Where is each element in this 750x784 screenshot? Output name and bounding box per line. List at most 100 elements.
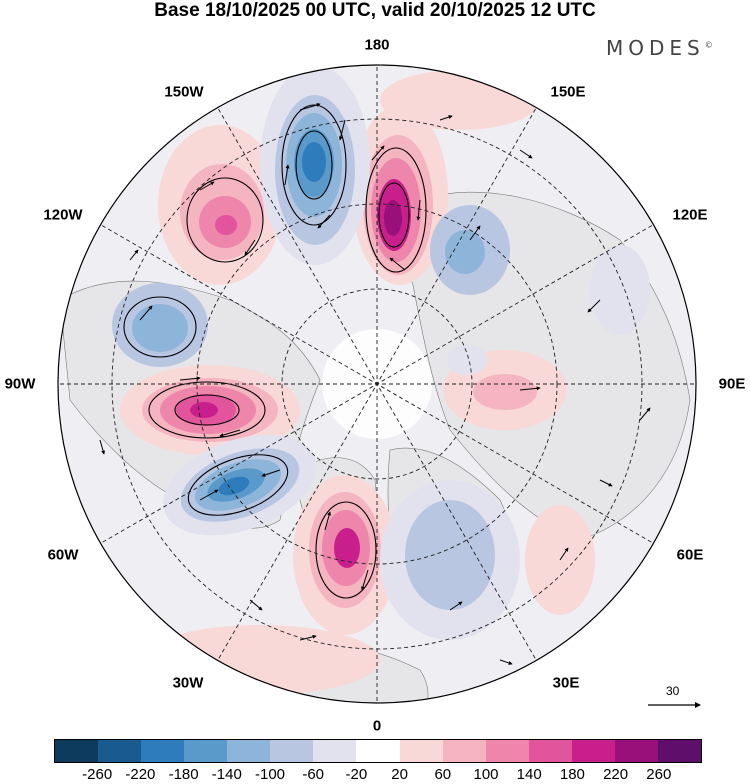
colorbar-segment [270, 740, 314, 762]
wind-arrow [599, 479, 613, 487]
wind-arrow [317, 214, 331, 229]
wind-arrow [338, 119, 346, 141]
wind-arrow [361, 569, 369, 591]
meridian [95, 221, 659, 547]
colorbar-tick-label: -220 [125, 766, 156, 783]
colorbar [54, 739, 702, 763]
colorbar-segment [356, 740, 400, 762]
contour-line [174, 394, 240, 426]
wind-arrow [587, 299, 601, 313]
wind-arrow [244, 239, 256, 256]
contour-line [295, 130, 333, 200]
anomaly-ring [380, 70, 540, 130]
contour-line [186, 177, 264, 263]
colorbar-tick-label: 220 [603, 766, 629, 783]
longitude-label-150w: 150W [164, 83, 204, 101]
anomaly-ring [215, 215, 237, 235]
colorbar-segment [98, 740, 142, 762]
colorbar-segment [657, 740, 701, 762]
longitude-label-180: 180 [364, 36, 390, 54]
colorbar-tick-label: 60 [434, 766, 452, 783]
longitude-label-90e: 90E [718, 375, 746, 393]
wind-arrow [261, 469, 281, 477]
wind-arrow [249, 599, 263, 611]
wind-arrow [519, 386, 541, 391]
negative-anomalies [112, 65, 650, 640]
longitude-label-120e: 120E [672, 206, 708, 224]
wind-arrow [99, 439, 106, 455]
colorbar-tick-label: -260 [82, 766, 113, 783]
anomaly-ring [473, 374, 537, 410]
wind-arrow [499, 659, 513, 665]
wind-arrow [139, 305, 153, 321]
anomaly-ring [334, 528, 360, 568]
colorbar-segment [227, 740, 271, 762]
anomaly-ring [384, 200, 402, 236]
colorbar-segment [442, 740, 486, 762]
anomaly-ring [190, 402, 218, 418]
wind-arrow [284, 164, 290, 186]
colorbar-tick-label: -60 [302, 766, 325, 783]
longitude-label-0: 0 [372, 717, 382, 735]
contour-lines [123, 104, 427, 599]
wind-arrow [449, 601, 463, 611]
colorbar-segment [528, 740, 572, 762]
wind-arrow [371, 145, 385, 161]
anomaly-ring [447, 345, 487, 375]
colorbar-tick-label: -180 [168, 766, 199, 783]
colorbar-tick-label: -140 [211, 766, 242, 783]
contour-line [148, 381, 266, 439]
colorbar-segment [571, 740, 615, 762]
colorbar-segment [141, 740, 185, 762]
colorbar-tick-label: 260 [646, 766, 672, 783]
wind-arrow [219, 429, 241, 437]
colorbar-tick-label: -20 [345, 766, 368, 783]
wind-arrow [559, 547, 569, 561]
colorbar-tick-label: 20 [391, 766, 408, 783]
wind-arrow [519, 149, 533, 159]
modes-logo: MODES© [606, 36, 713, 60]
colorbar-tick-label: 100 [473, 766, 499, 783]
contour-line [123, 296, 197, 358]
modes-logo-mark: © [704, 40, 713, 50]
colorbar-segment [485, 740, 529, 762]
longitude-label-30w: 30W [172, 674, 204, 692]
wind-vectors [99, 103, 651, 665]
wind-arrow [639, 407, 651, 421]
latitude-circle [281, 288, 473, 480]
longitude-label-60w: 60W [47, 546, 79, 564]
reference-vector-value: 30 [666, 684, 680, 698]
anomaly-ring [590, 245, 650, 335]
wind-arrow [389, 257, 406, 271]
colorbar-tick-label: -100 [254, 766, 286, 783]
modes-logo-text: MODES [606, 36, 705, 60]
anomaly-ring [302, 142, 326, 182]
colorbar-labels: -260 -220 -180 -140 -100 -60 -20 20 60 100 140 180 2… [0, 766, 750, 784]
contour-line [365, 147, 427, 273]
anomaly-ring [405, 500, 495, 610]
anomaly-ring [445, 230, 485, 274]
colorbar-tick-label: 180 [559, 766, 585, 783]
map-title: Base 18/10/2025 00 UTC, valid 20/10/2025… [154, 0, 596, 21]
wind-arrow [199, 489, 219, 501]
longitude-label-60e: 60E [676, 546, 704, 564]
anomaly-ring [132, 304, 188, 352]
longitude-label-30e: 30E [552, 674, 580, 692]
colorbar-segment [399, 740, 443, 762]
colorbar-segment [184, 740, 228, 762]
wind-arrow [299, 103, 321, 111]
longitude-label-150e: 150E [550, 83, 586, 101]
map-boundary [57, 64, 697, 704]
longitude-label-120w: 120W [43, 206, 83, 224]
wind-arrow [299, 634, 317, 641]
colorbar-segment [614, 740, 658, 762]
contour-line [187, 454, 289, 516]
colorbar-segment [313, 740, 357, 762]
wind-arrow [179, 376, 201, 381]
colorbar-segment [55, 740, 99, 762]
colorbar-tick-label: 140 [516, 766, 542, 783]
contour-line [315, 501, 377, 599]
wind-arrow [324, 511, 332, 531]
wind-arrow [469, 225, 481, 241]
